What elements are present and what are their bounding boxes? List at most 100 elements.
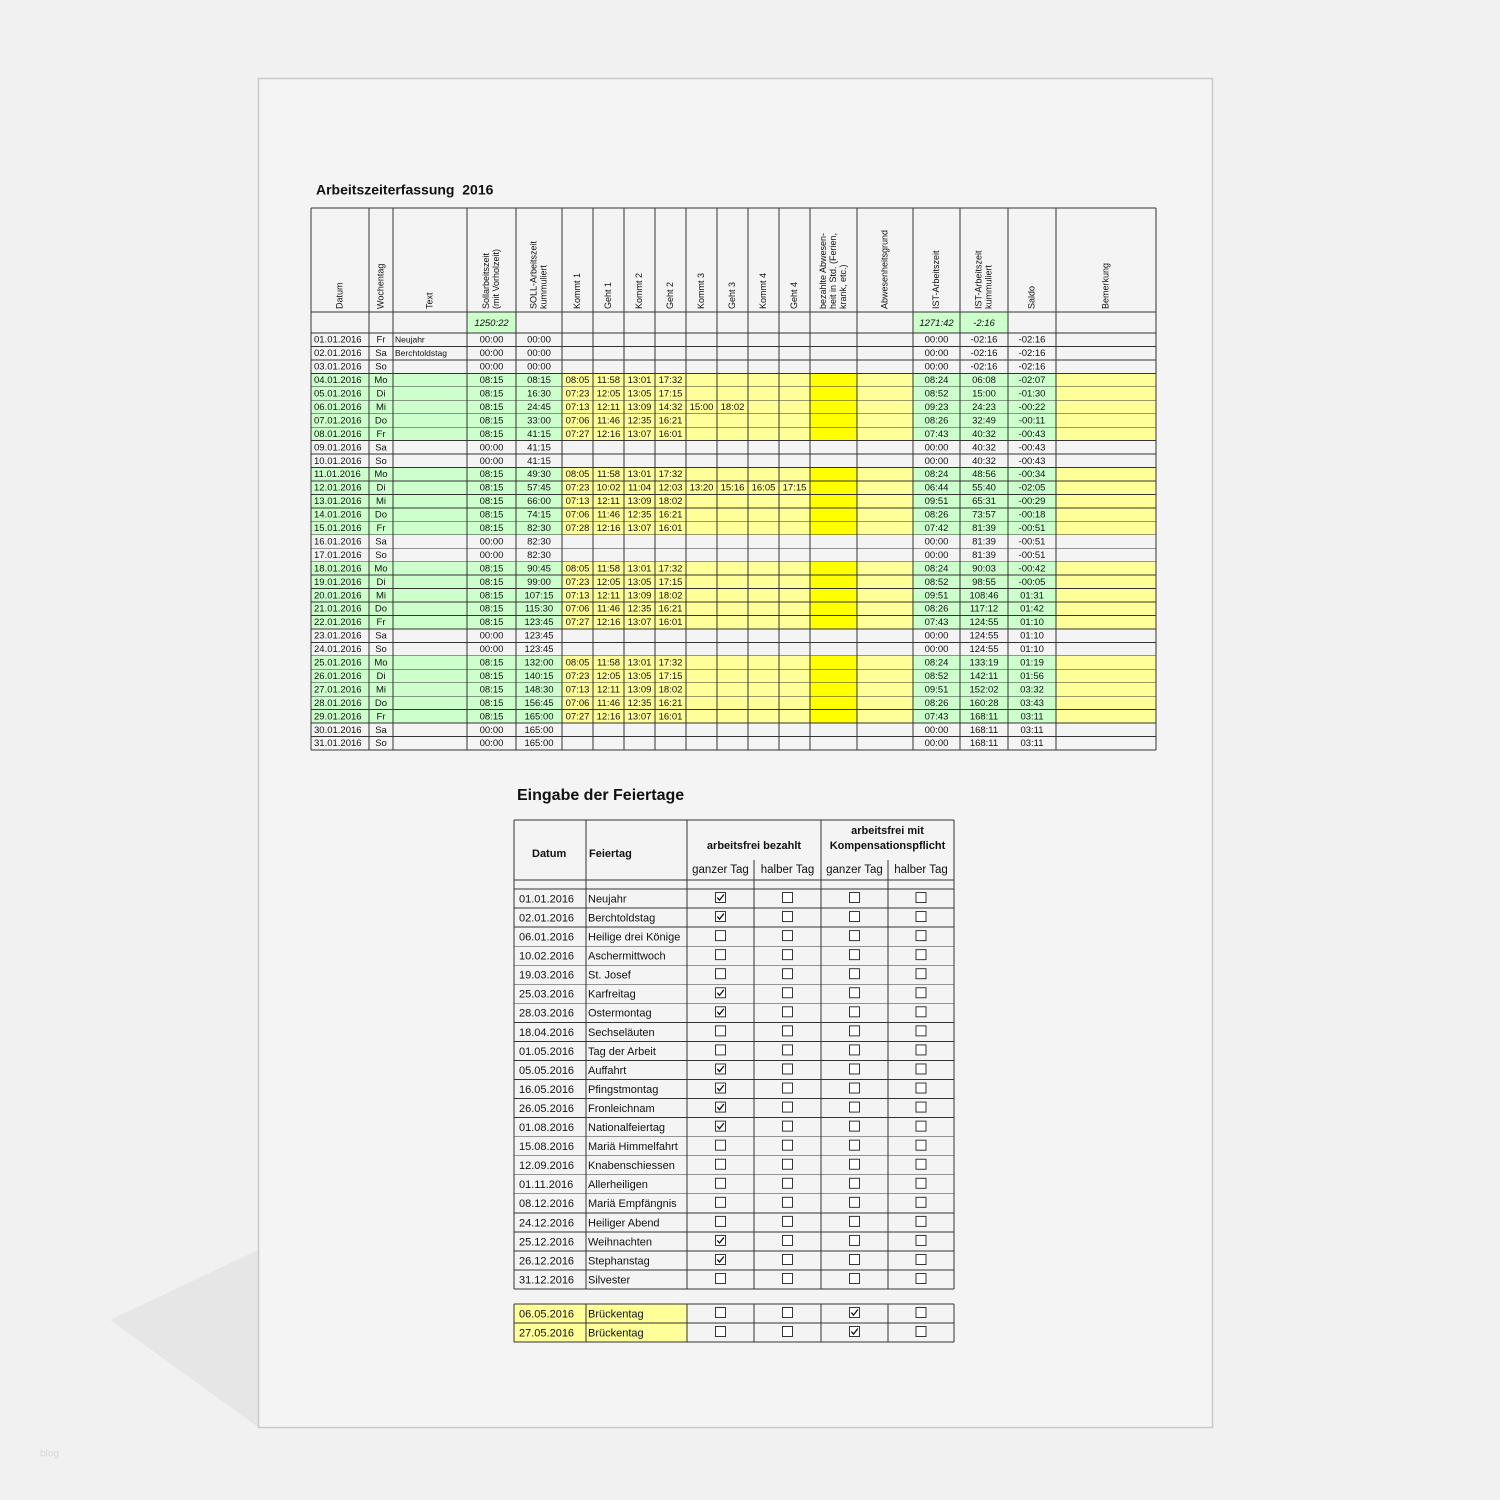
time-cell: 17:15: [659, 671, 683, 682]
cell-fill: [913, 386, 1056, 401]
ist-cum-cell: 98:55: [972, 577, 996, 588]
checkbox: [915, 1254, 927, 1265]
saldo-cell: -00:05: [1019, 577, 1046, 588]
soll-cum-cell: 24:45: [527, 402, 551, 413]
saldo-cell: 01:10: [1020, 631, 1044, 642]
time-cell: 16:21: [659, 698, 683, 709]
cell-fill: [810, 669, 857, 683]
checkbox: [715, 1177, 726, 1189]
time-cell: 11:58: [597, 563, 620, 574]
holiday-date: 27.05.2016: [519, 1327, 574, 1339]
time-cell: 07:06: [566, 415, 590, 426]
soll-cell: 00:00: [480, 631, 504, 642]
cell-fill: [1056, 467, 1156, 481]
checkbox: [715, 1307, 726, 1318]
time-cell: 07:23: [566, 577, 590, 588]
soll-cum-cell: 123:45: [524, 644, 553, 655]
soll-cum-cell: 33:00: [527, 415, 551, 426]
soll-cell: 08:15: [480, 563, 504, 574]
cell-fill: [311, 480, 562, 495]
cell-fill: [810, 386, 857, 401]
column-header: Kommt 4: [758, 273, 768, 309]
saldo-cell: -00:51: [1019, 550, 1046, 561]
total: 1271:42: [919, 318, 954, 329]
weekday-cell: Do: [375, 698, 387, 709]
checkbox: [849, 1139, 860, 1151]
checkmark: [716, 1065, 725, 1073]
soll-cum-cell: 08:15: [527, 375, 551, 386]
checkbox: [915, 911, 927, 923]
sub-header: halber Tag: [894, 864, 948, 876]
holiday-name: Allerheiligen: [588, 1179, 648, 1191]
cell-fill: [1056, 386, 1156, 401]
cell-fill: [913, 575, 1056, 589]
holiday-date: 26.12.2016: [519, 1255, 574, 1267]
holiday-date: 18.04.2016: [519, 1027, 574, 1039]
holiday-date: 31.12.2016: [519, 1274, 574, 1286]
ist-cum-cell: 40:32: [972, 429, 996, 440]
time-cell: 13:20: [690, 483, 714, 494]
checkbox: [782, 1177, 793, 1189]
cell-fill: [1056, 373, 1156, 387]
time-cell: 12:11: [597, 684, 620, 695]
time-cell: 13:07: [628, 523, 652, 534]
weekday-cell: Sa: [375, 725, 387, 736]
checkbox: [915, 1158, 927, 1170]
checkbox: [849, 1044, 860, 1056]
holiday-date: 01.11.2016: [519, 1179, 573, 1191]
time-cell: 12:35: [628, 604, 652, 615]
timesheet-table: Datum Wochentag Text Sollarbeitszeit (mit Vo…: [310, 207, 1157, 751]
soll-cell: 08:15: [480, 658, 504, 669]
cell-fill: [857, 413, 913, 428]
cell-fill: [1056, 615, 1156, 629]
weekday-cell: So: [375, 456, 387, 467]
checkbox: [915, 987, 927, 999]
holiday-date: 10.02.2016: [519, 951, 574, 963]
time-cell: 07:23: [566, 671, 590, 682]
saldo-cell: -01:30: [1019, 389, 1046, 400]
ist-cum-cell: 168:11: [970, 711, 998, 722]
time-cell: 11:46: [597, 604, 620, 615]
saldo-cell: 03:32: [1020, 684, 1044, 695]
date-cell: 06.01.2016: [314, 402, 362, 413]
cell-fill: [913, 400, 1056, 414]
checkbox: [849, 968, 860, 980]
time-cell: 12:03: [659, 483, 683, 494]
checkbox: [715, 1196, 726, 1208]
cell-fill: [1056, 709, 1156, 724]
ist-cell: 08:52: [925, 389, 949, 400]
date-cell: 03.01.2016: [314, 362, 362, 373]
checkbox: [915, 930, 927, 942]
weekday-cell: Fr: [377, 335, 386, 346]
cell-fill: [913, 655, 1056, 670]
cell-fill: [913, 669, 1056, 683]
weekday-cell: So: [375, 550, 387, 561]
checkbox: [915, 949, 927, 961]
saldo-cell: 01:10: [1020, 644, 1044, 655]
holiday-date: 02.01.2016: [519, 912, 574, 924]
ist-cum-cell: 73:57: [972, 510, 996, 521]
ist-cum-cell: 24:23: [972, 402, 996, 413]
ist-cum-cell: 124:55: [969, 631, 998, 642]
time-cell: 08:05: [566, 469, 590, 480]
weekday-cell: Sa: [375, 536, 387, 547]
ist-cell: 08:52: [925, 577, 949, 588]
checkbox: [849, 1025, 860, 1037]
checkbox: [782, 1044, 793, 1056]
watermark: blog: [40, 1449, 59, 1460]
checkbox: [915, 1120, 927, 1132]
cell-fill: [311, 494, 562, 508]
cell-fill: [913, 521, 1056, 535]
weekday-cell: Fr: [377, 617, 386, 628]
checkbox: [715, 1326, 726, 1337]
holiday-name: Tag der Arbeit: [588, 1046, 656, 1058]
weekday-cell: Di: [377, 671, 386, 682]
cell-fill: [913, 413, 1056, 428]
holiday-name: Mariä Empfängnis: [588, 1198, 677, 1210]
soll-cum-cell: 00:00: [527, 335, 551, 346]
ist-cell: 07:43: [925, 711, 949, 722]
cell-fill: [1056, 602, 1156, 616]
column-header: Kommt 3: [696, 273, 706, 309]
saldo-cell: -02:16: [1019, 348, 1046, 359]
